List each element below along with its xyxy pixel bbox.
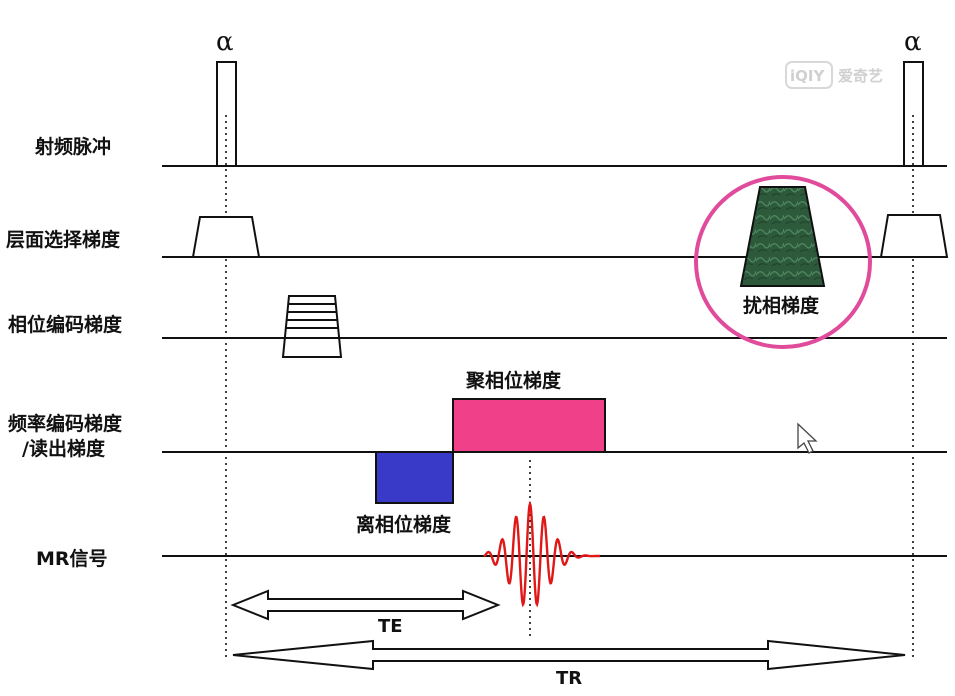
rf-pulse-1 [216,61,237,167]
mouse-cursor-icon [797,422,818,454]
row-label-signal: MR信号 [36,547,108,570]
flip-angle-1: α [216,27,234,57]
te-label: TE [378,616,403,637]
row-label-freq-1: 频率编码梯度 [8,412,123,435]
tr-label: TR [556,668,582,689]
row-label-phase: 相位编码梯度 [8,313,123,336]
tr-arrow [232,639,906,671]
dephase-label: 离相位梯度 [356,513,452,536]
spoiler-highlight-circle [694,175,872,349]
flip-angle-2: α [904,27,922,57]
slice-gradient-1 [191,216,261,258]
mr-echo-signal [483,500,600,608]
iqiyi-logo-icon [785,61,833,89]
rf-pulse-2 [903,61,924,167]
row-label-freq-2: /读出梯度 [22,437,106,460]
watermark-logo-text: iQIY [790,67,825,85]
te-arrow [230,589,501,621]
watermark: iQIY 爱奇艺 [785,61,883,89]
rephase-label: 聚相位梯度 [465,369,562,392]
dephase-gradient [375,451,454,504]
spoiler-label: 扰相梯度 [743,294,820,317]
phase-encoding-steps [281,295,343,358]
row-label-slice: 层面选择梯度 [6,228,121,251]
watermark-brand: 爱奇艺 [838,67,883,85]
row-label-rf: 射频脉冲 [34,135,111,158]
rephase-gradient [452,398,606,453]
spoiler-gradient [739,186,826,287]
slice-gradient-2 [879,214,949,258]
